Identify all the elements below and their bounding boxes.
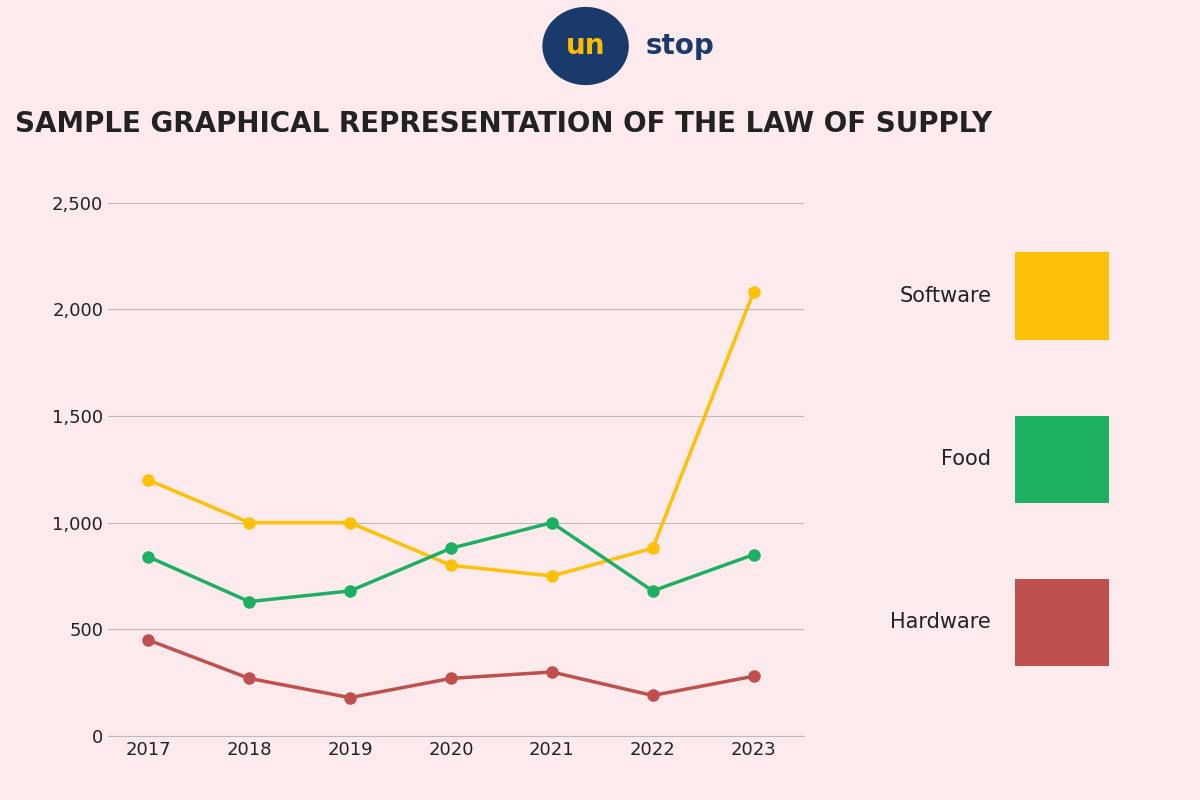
Text: stop: stop [646, 32, 714, 60]
Text: Software: Software [899, 286, 991, 306]
Text: Food: Food [941, 450, 991, 469]
FancyBboxPatch shape [1015, 416, 1109, 502]
Ellipse shape [542, 7, 629, 85]
FancyBboxPatch shape [1015, 579, 1109, 666]
Text: un: un [566, 32, 605, 60]
FancyBboxPatch shape [1015, 253, 1109, 339]
Text: Hardware: Hardware [890, 613, 991, 632]
Text: SAMPLE GRAPHICAL REPRESENTATION OF THE LAW OF SUPPLY: SAMPLE GRAPHICAL REPRESENTATION OF THE L… [16, 110, 992, 138]
